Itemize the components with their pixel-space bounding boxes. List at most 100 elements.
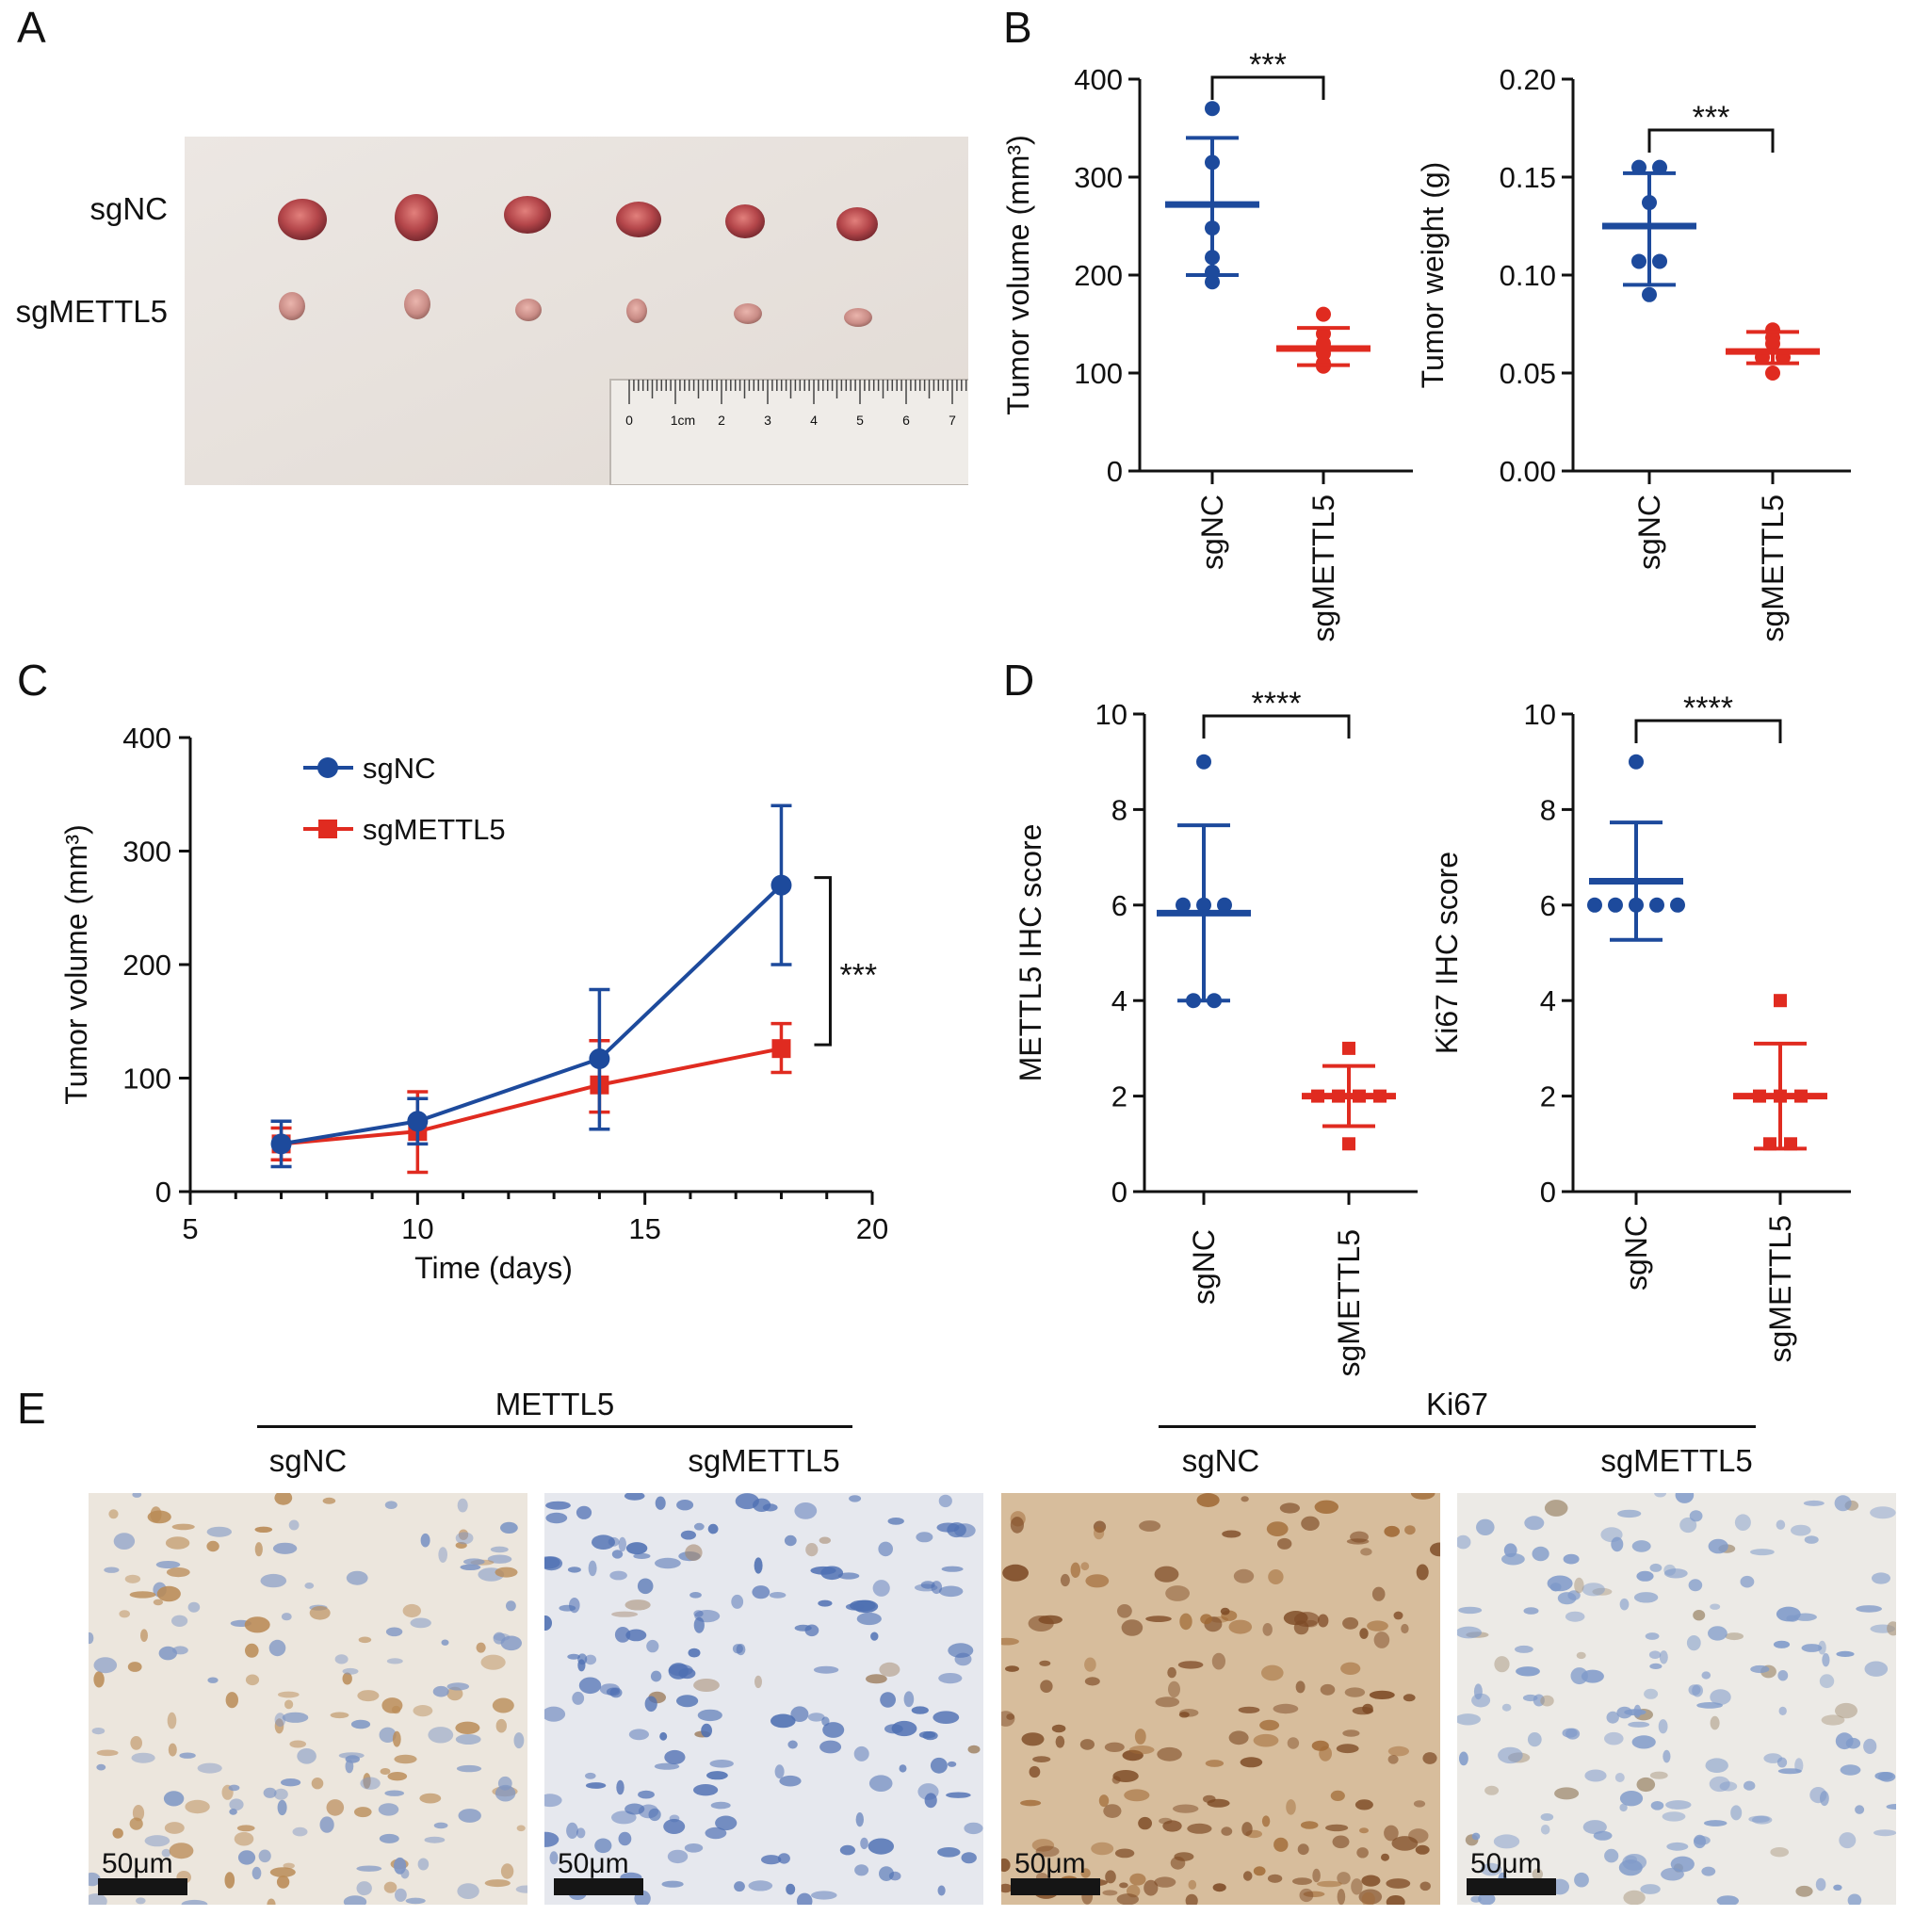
cell-nucleus <box>644 1696 657 1713</box>
cell-nucleus <box>903 1691 915 1708</box>
cell-nucleus <box>263 1787 277 1798</box>
legend-marker <box>318 820 337 838</box>
cell-nucleus <box>953 1523 976 1538</box>
cell-nucleus <box>891 1720 917 1737</box>
cell-nucleus <box>1815 1877 1826 1891</box>
cell-nucleus <box>1242 1871 1253 1881</box>
cell-nucleus <box>1803 1500 1825 1506</box>
cell-nucleus <box>1693 1610 1706 1621</box>
cell-nucleus <box>655 1496 666 1510</box>
cell-nucleus <box>1299 1888 1314 1903</box>
cell-nucleus <box>394 1857 407 1875</box>
cell-nucleus <box>638 1790 655 1799</box>
cell-nucleus <box>585 1782 607 1789</box>
cell-nucleus <box>754 1675 762 1689</box>
y-tick-label: 4 <box>1540 984 1556 1017</box>
cell-nucleus <box>269 1867 296 1877</box>
y-tick-label: 2 <box>1540 1080 1556 1113</box>
series-sgNC <box>1157 754 1251 1009</box>
cell-nucleus <box>1080 1562 1090 1571</box>
series-sgMETTL5 <box>1302 1041 1396 1151</box>
cell-nucleus <box>1253 1733 1279 1747</box>
cell-nucleus <box>89 1872 101 1887</box>
cell-nucleus <box>911 1706 929 1714</box>
cell-nucleus <box>1719 1781 1738 1792</box>
cell-nucleus <box>813 1665 839 1674</box>
cell-nucleus <box>181 1899 208 1905</box>
cell-nucleus <box>156 1585 181 1602</box>
cell-nucleus <box>385 1627 403 1637</box>
cell-nucleus <box>1361 1891 1375 1905</box>
cell-nucleus <box>779 1775 802 1787</box>
cell-nucleus <box>168 1743 177 1757</box>
cell-nucleus <box>330 1712 349 1719</box>
cell-nucleus <box>1196 1493 1220 1507</box>
cell-nucleus <box>1387 1755 1399 1764</box>
cell-nucleus <box>1748 1815 1770 1823</box>
cell-nucleus <box>356 1881 372 1896</box>
cell-nucleus <box>1835 1702 1857 1719</box>
cell-nucleus <box>1662 1811 1686 1822</box>
cell-nucleus <box>237 1850 256 1865</box>
panel-label-d: D <box>1003 656 1035 705</box>
cell-nucleus <box>688 1648 701 1658</box>
cell-nucleus <box>805 1543 819 1557</box>
y-tick-label: 10 <box>1095 698 1127 731</box>
cell-nucleus <box>91 1728 105 1735</box>
cell-nucleus <box>1287 1737 1300 1749</box>
cell-nucleus <box>1501 1552 1525 1566</box>
cell-nucleus <box>1606 1711 1619 1724</box>
cell-nucleus <box>709 1760 734 1768</box>
ruler: 0 1cm 2 3 4 5 6 7 <box>609 379 968 485</box>
cell-nucleus <box>1129 1873 1146 1886</box>
cell-nucleus <box>1574 1577 1584 1594</box>
cell-nucleus <box>165 1536 190 1550</box>
chart-tumor-volume: 0 100 200 300 400 Tumor volume (mm³) sgNC sgMET… <box>1001 47 1413 641</box>
x-tick-label: 20 <box>856 1212 888 1245</box>
cell-nucleus <box>1581 1669 1604 1683</box>
cell-nucleus <box>345 1755 360 1763</box>
cell-nucleus <box>455 1734 481 1745</box>
cell-nucleus <box>1872 1572 1890 1584</box>
cell-nucleus <box>1834 1495 1852 1512</box>
scale-bar <box>1467 1878 1556 1895</box>
cell-nucleus <box>731 1594 744 1609</box>
y-tick-label: 0 <box>155 1176 171 1209</box>
cell-nucleus <box>1567 1590 1581 1600</box>
cell-nucleus <box>1344 1687 1366 1697</box>
cell-nucleus <box>1524 1516 1545 1531</box>
cell-nucleus <box>1665 1800 1692 1810</box>
cell-nucleus <box>807 1713 825 1722</box>
data-point <box>1342 1137 1355 1151</box>
cell-nucleus <box>1116 1893 1139 1905</box>
data-point <box>1670 897 1685 913</box>
cell-nucleus <box>379 1833 399 1843</box>
cell-nucleus <box>1628 1721 1650 1728</box>
cell-nucleus <box>754 1557 763 1574</box>
data-point <box>1765 365 1780 381</box>
panel-label-e: E <box>17 1384 46 1433</box>
cell-nucleus <box>153 1599 164 1606</box>
y-tick-label: 0 <box>1540 1176 1556 1209</box>
cell-nucleus <box>1139 1520 1161 1532</box>
y-tick-label: 0.15 <box>1500 161 1556 194</box>
cell-nucleus <box>1686 1635 1701 1651</box>
cell-nucleus <box>761 1855 782 1865</box>
axes: 0 2 4 6 8 10 METTL5 IHC score sgNC sgMETTL5 <box>1014 698 1418 1376</box>
cell-nucleus <box>155 1561 181 1568</box>
cell-nucleus <box>1020 1799 1042 1807</box>
cell-nucleus <box>964 1822 983 1835</box>
significance-bracket: *** <box>1647 100 1775 153</box>
significance-bracket: *** <box>814 876 877 1047</box>
ihc-label-4: sgMETTL5 <box>1600 1443 1753 1478</box>
cell-nucleus <box>1035 1845 1060 1858</box>
cell-nucleus <box>413 1705 433 1717</box>
series-sgNC <box>1165 101 1259 290</box>
cell-nucleus <box>584 1654 597 1665</box>
cell-nucleus <box>938 1494 952 1508</box>
cell-nucleus <box>1750 1664 1770 1674</box>
data-point <box>1631 159 1646 175</box>
tumor-photo-svg: 0 1cm 2 3 4 5 6 7 <box>185 137 968 485</box>
x-tick-label: sgNC <box>1619 1215 1653 1291</box>
cell-nucleus <box>1168 1680 1180 1698</box>
